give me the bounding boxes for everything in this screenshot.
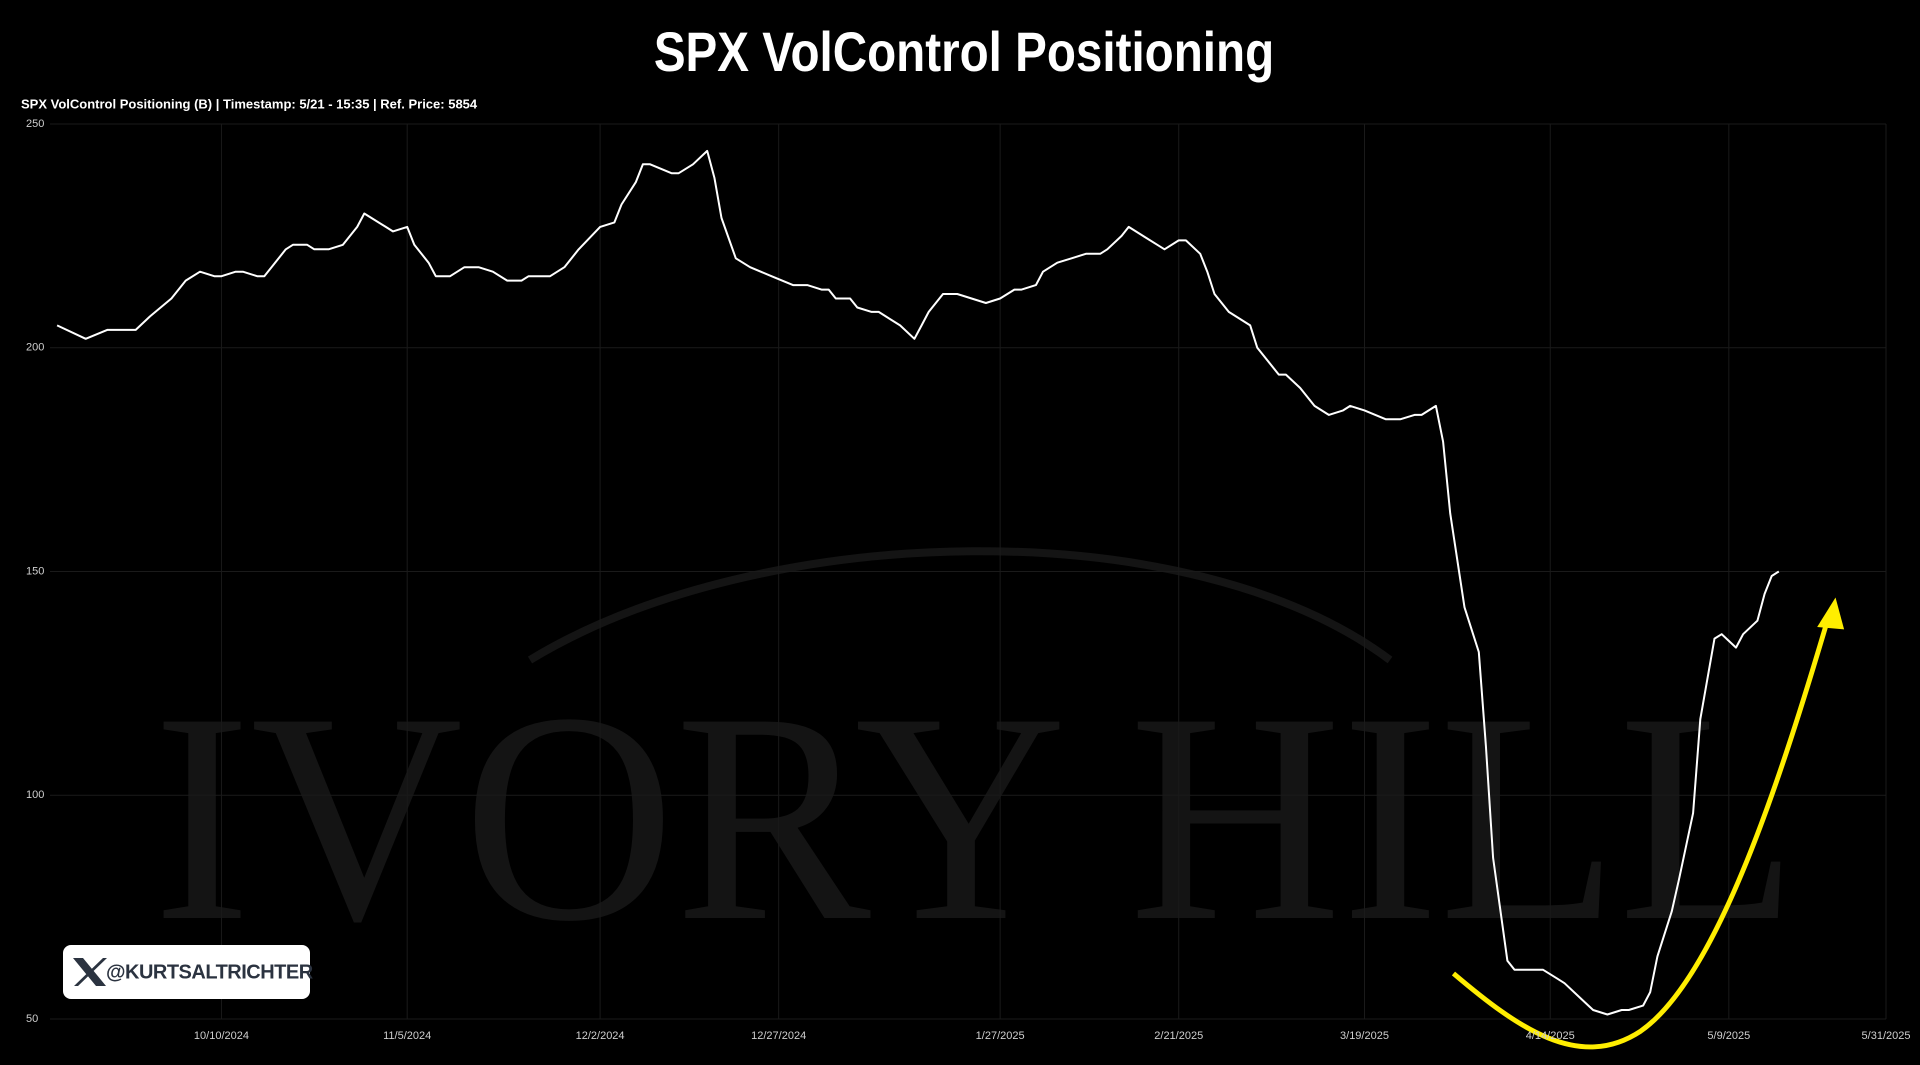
y-tick-label: 150 (26, 565, 44, 577)
x-tick-label: 11/5/2024 (383, 1030, 431, 1042)
x-tick-label: 2/21/2025 (1154, 1030, 1203, 1042)
annotation-arrow (1451, 597, 1845, 1050)
y-tick-label: 100 (26, 789, 44, 801)
plot-layer (56, 149, 1780, 1016)
x-tick-label: 10/10/2024 (194, 1030, 249, 1042)
x-tick-label: 1/27/2025 (976, 1030, 1025, 1042)
chart-title: SPX VolControl Positioning (654, 21, 1274, 83)
x-tick-label: 4/14/2025 (1526, 1030, 1575, 1042)
x-tick-label: 12/2/2024 (576, 1030, 625, 1042)
watermark-group: IVORY HILL (153, 547, 1798, 983)
x-tick-label: 12/27/2024 (751, 1030, 806, 1042)
watermark-text: IVORY HILL (153, 651, 1798, 983)
y-tick-label: 50 (26, 1013, 38, 1025)
handle-badge: @KURTSALTRICHTER (63, 945, 314, 999)
arrow-head (1817, 597, 1845, 630)
x-tick-label: 3/19/2025 (1340, 1030, 1389, 1042)
y-tick-label: 250 (26, 118, 44, 130)
watermark-arc (527, 547, 1393, 664)
data-line (56, 149, 1780, 1016)
chart-subtitle: SPX VolControl Positioning (B) | Timesta… (21, 96, 478, 111)
arrow-curve (1451, 621, 1830, 1050)
x-logo (73, 958, 107, 986)
y-tick-label: 200 (26, 342, 44, 354)
badge-box (63, 945, 310, 999)
handle-text: @KURTSALTRICHTER (106, 961, 314, 983)
x-tick-label: 5/9/2025 (1707, 1030, 1750, 1042)
x-tick-label: 5/31/2025 (1862, 1030, 1911, 1042)
grid-layer (50, 123, 1887, 1020)
